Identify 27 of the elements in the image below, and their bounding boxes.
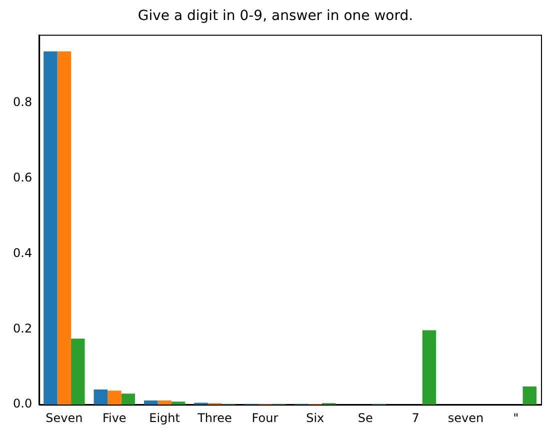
y-tick-label: 0.6 bbox=[12, 170, 32, 184]
x-tick-label: Five bbox=[102, 410, 126, 425]
bar bbox=[71, 338, 85, 405]
bar bbox=[422, 330, 436, 405]
x-tick-label: Three bbox=[196, 410, 232, 425]
bar bbox=[144, 400, 158, 405]
bar bbox=[108, 390, 122, 405]
bar bbox=[44, 51, 58, 405]
chart-title: Give a digit in 0-9, answer in one word. bbox=[138, 8, 414, 24]
y-tick-label: 0.8 bbox=[12, 94, 32, 109]
y-tick-label: 0.0 bbox=[12, 396, 32, 411]
y-tick-label: 0.2 bbox=[12, 321, 32, 336]
bar bbox=[158, 400, 172, 405]
x-tick-label: Seven bbox=[46, 410, 83, 425]
x-tick-label: Four bbox=[252, 410, 278, 425]
bar bbox=[57, 51, 72, 405]
bar bbox=[522, 386, 536, 405]
bar bbox=[171, 402, 186, 405]
x-tick-label: Se bbox=[358, 410, 373, 425]
bar bbox=[94, 390, 108, 405]
y-tick-label: 0.4 bbox=[12, 246, 32, 260]
bar bbox=[121, 394, 135, 405]
x-tick-label: 7 bbox=[412, 410, 420, 425]
x-tick-label: Six bbox=[306, 410, 324, 425]
x-tick-label: seven bbox=[448, 410, 484, 425]
x-tick-label: " bbox=[513, 410, 519, 425]
x-tick-label: Eight bbox=[149, 410, 180, 425]
